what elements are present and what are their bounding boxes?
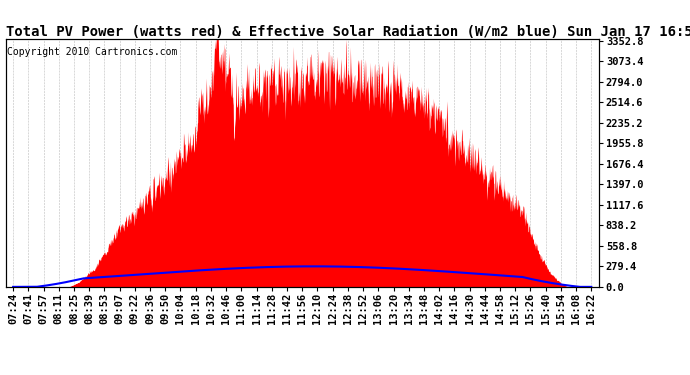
Text: Total PV Power (watts red) & Effective Solar Radiation (W/m2 blue) Sun Jan 17 16: Total PV Power (watts red) & Effective S…: [6, 26, 690, 39]
Text: Copyright 2010 Cartronics.com: Copyright 2010 Cartronics.com: [7, 47, 177, 57]
